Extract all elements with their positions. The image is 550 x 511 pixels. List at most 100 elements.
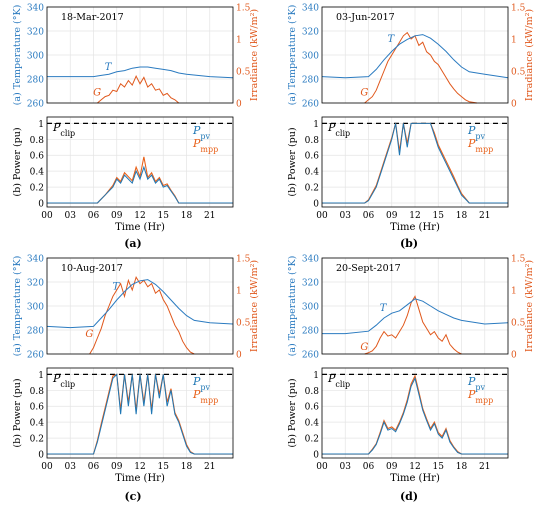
time-tick-label: 03	[65, 462, 77, 472]
irr-tick-label: 0	[236, 100, 242, 110]
power-tick-label: 0.2	[30, 184, 44, 194]
time-tick-label: 12	[134, 462, 145, 472]
time-tick-label: 18	[456, 211, 468, 221]
time-tick-label: 12	[409, 211, 420, 221]
series-G-label: G	[360, 342, 368, 353]
time-tick-label: 09	[386, 211, 398, 221]
time-tick-label: 00	[316, 211, 328, 221]
top-axes-frame	[321, 257, 509, 355]
bottom-axes-frame	[321, 116, 509, 208]
power-tick-label: 1	[313, 371, 319, 381]
temp-tick-label: 260	[27, 100, 44, 110]
temp-tick-label: 280	[302, 76, 319, 86]
time-tick-label: 21	[204, 211, 215, 221]
date-label: 10-Aug-2017	[61, 263, 123, 274]
power-tick-label: 0.8	[30, 387, 45, 397]
series-Ppv-line	[47, 165, 233, 204]
series-T-line	[47, 66, 234, 79]
time-tick-label: 00	[316, 462, 328, 472]
time-tick-label: 00	[41, 211, 53, 221]
irr-tick-label: 1.5	[511, 255, 526, 265]
legend-pmpp: Pmpp	[192, 137, 218, 154]
power-tick-label: 0.4	[30, 419, 45, 429]
temp-tick-label: 340	[27, 255, 44, 265]
series-T-label: T	[113, 282, 121, 293]
time-tick-label: 09	[111, 462, 123, 472]
legend-pmpp: Pmpp	[192, 388, 218, 405]
power-tick-label: 0.4	[305, 168, 320, 178]
chart-panel-d: 260 280 300 320 340 0 0.5 1 1.5 (a) Temperature (…	[287, 255, 535, 485]
temp-tick-label: 260	[302, 100, 319, 110]
irr-tick-label: 0.5	[236, 68, 251, 78]
power-axis-label: (b) Power (pu)	[12, 378, 23, 447]
time-tick-label: 09	[386, 462, 398, 472]
date-label: 18-Mar-2017	[61, 12, 124, 23]
irr-tick-label: 0.5	[511, 319, 526, 329]
series-Ppv-line	[47, 373, 233, 455]
temp-axis-label: (a) Temperature (°K)	[12, 5, 23, 106]
time-tick-label: 18	[181, 211, 193, 221]
top-axes-frame	[46, 257, 234, 355]
time-axis-label: Time (Hr)	[390, 222, 440, 233]
irr-tick-label: 0	[511, 351, 517, 361]
irr-tick-label: 1	[236, 287, 242, 297]
series-G-label: G	[360, 88, 368, 99]
time-tick-label: 03	[340, 462, 352, 472]
top-axes-frame	[46, 6, 234, 104]
date-label: 20-Sept-2017	[336, 263, 401, 274]
caption-a: (a)	[124, 237, 142, 250]
series-T-line	[321, 34, 509, 79]
irr-tick-label: 0	[236, 351, 242, 361]
caption-b: (b)	[399, 237, 419, 250]
time-tick-label: 21	[479, 462, 490, 472]
temp-tick-label: 280	[27, 327, 44, 337]
temp-tick-label: 300	[302, 303, 319, 313]
chart-panel-a: 260 280 300 320 340 0 0.5 1 1.5 (a) Temperature (…	[12, 4, 260, 234]
legend-pmpp: Pmpp	[467, 137, 493, 154]
time-tick-label: 21	[479, 211, 490, 221]
irr-axis-label: Irradiance (kW/m²)	[524, 9, 535, 101]
pclip-label: Pclip	[327, 121, 350, 138]
legend-ppv: Ppv	[192, 124, 211, 141]
series-G-label: G	[93, 88, 101, 99]
temp-tick-label: 300	[27, 52, 44, 62]
series-T-line	[46, 279, 234, 329]
caption-c: (c)	[124, 490, 142, 503]
power-tick-label: 0.8	[30, 136, 45, 146]
temp-tick-label: 300	[302, 52, 319, 62]
time-tick-label: 18	[181, 462, 193, 472]
series-G-line	[89, 275, 195, 355]
irr-tick-label: 1	[511, 36, 517, 46]
temp-tick-label: 300	[27, 303, 44, 313]
chart-panel-b: 260 280 300 320 340 0 0.5 1 1.5 (a) Temperature (…	[287, 4, 535, 234]
power-tick-label: 0.2	[30, 435, 44, 445]
power-tick-label: 0.6	[30, 152, 45, 162]
power-tick-label: 0	[313, 451, 319, 461]
irr-tick-label: 1.5	[236, 4, 251, 14]
bottom-axes-frame	[46, 116, 234, 208]
irr-tick-label: 1	[236, 36, 242, 46]
temp-tick-label: 280	[27, 76, 44, 86]
time-tick-label: 06	[363, 211, 375, 221]
temp-tick-label: 340	[27, 4, 44, 14]
temp-axis-label: (a) Temperature (°K)	[287, 256, 298, 357]
time-tick-label: 15	[433, 462, 445, 472]
legend-ppv: Ppv	[467, 124, 486, 141]
legend-ppv: Ppv	[192, 375, 211, 392]
irr-tick-label: 0.5	[511, 68, 526, 78]
power-tick-label: 0.2	[305, 184, 319, 194]
time-axis-label: Time (Hr)	[115, 222, 165, 233]
time-tick-label: 06	[88, 462, 100, 472]
power-tick-label: 0	[313, 200, 319, 210]
temp-tick-label: 340	[302, 255, 319, 265]
time-tick-label: 15	[158, 211, 170, 221]
temp-axis-label: (a) Temperature (°K)	[12, 256, 23, 357]
time-tick-label: 18	[456, 462, 468, 472]
pclip-label: Pclip	[52, 372, 75, 389]
time-tick-label: 00	[41, 462, 53, 472]
power-tick-label: 1	[313, 120, 319, 130]
series-T-label: T	[380, 303, 388, 314]
temp-axis-label: (a) Temperature (°K)	[287, 5, 298, 106]
series-T-label: T	[388, 34, 396, 45]
